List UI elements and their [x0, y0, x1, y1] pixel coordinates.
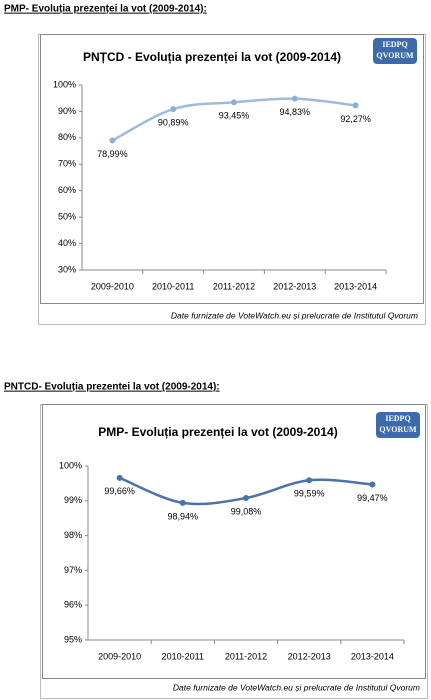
marker [369, 481, 376, 488]
x-tick-label: 2013-2014 [351, 651, 394, 661]
logo-text: IEDPQ [382, 40, 407, 49]
data-label: 99,66% [104, 486, 135, 496]
chart-frame [40, 34, 424, 304]
marker [170, 106, 177, 113]
y-tick-label: 80% [58, 132, 76, 142]
heading: PNTCD- Evoluția prezentei la vot (2009-2… [4, 382, 220, 393]
data-label: 92,27% [340, 114, 371, 124]
chart-title: PMP- Evoluția prezenței la vot (2009-201… [98, 425, 337, 439]
marker [116, 474, 123, 481]
source: Date furnizate de VoteWatch.eu și preluc… [171, 310, 418, 320]
x-tick-label: 2013-2014 [334, 281, 377, 291]
data-label: 99,08% [231, 506, 262, 516]
y-tick-label: 98% [64, 530, 82, 540]
data-label: 94,83% [280, 107, 311, 117]
marker [291, 95, 298, 102]
marker [352, 102, 359, 109]
x-tick-label: 2011-2012 [225, 651, 267, 661]
logo-text: QVORUM [379, 425, 417, 434]
y-tick-label: 100% [59, 460, 82, 470]
chart-title: PNȚCD - Evoluția prezenței la vot (2009-… [83, 50, 341, 64]
y-tick-label: 95% [64, 634, 82, 644]
logo-text: IEDPQ [385, 414, 410, 423]
marker [231, 99, 237, 106]
data-label: 99,59% [294, 489, 325, 499]
x-tick-label: 2010-2011 [152, 281, 194, 291]
logo-box [373, 38, 417, 64]
logo-box [376, 412, 420, 438]
y-tick-label: 40% [58, 238, 76, 248]
marker [306, 477, 313, 484]
data-label: 93,45% [219, 111, 250, 121]
x-tick-label: 2010-2011 [162, 651, 204, 661]
y-tick-label: 97% [64, 565, 82, 575]
marker [179, 499, 186, 506]
y-tick-label: 30% [58, 264, 76, 274]
y-tick-label: 60% [58, 185, 76, 195]
logo-text: QVORUM [376, 51, 414, 60]
chart-frame [42, 404, 426, 679]
source: Date furnizate de VoteWatch.eu și preluc… [173, 682, 420, 692]
heading: PMP- Evoluția prezenței la vot (2009-201… [4, 4, 207, 15]
data-label: 78,99% [97, 149, 128, 159]
y-tick-label: 70% [58, 159, 76, 169]
x-tick-label: 2012-2013 [273, 281, 316, 291]
x-tick-label: 2011-2012 [213, 281, 255, 291]
marker [109, 137, 116, 144]
marker [243, 495, 249, 502]
y-tick-label: 99% [64, 495, 82, 505]
y-tick-label: 90% [58, 106, 76, 116]
data-label: 99,47% [357, 493, 388, 503]
y-tick-label: 50% [58, 212, 76, 222]
x-tick-label: 2009-2010 [91, 281, 134, 291]
data-label: 90,89% [158, 117, 189, 127]
x-tick-label: 2012-2013 [288, 651, 331, 661]
y-tick-label: 96% [64, 600, 82, 610]
x-tick-label: 2009-2010 [98, 651, 141, 661]
y-tick-label: 100% [53, 79, 76, 89]
data-label: 98,94% [168, 511, 199, 521]
